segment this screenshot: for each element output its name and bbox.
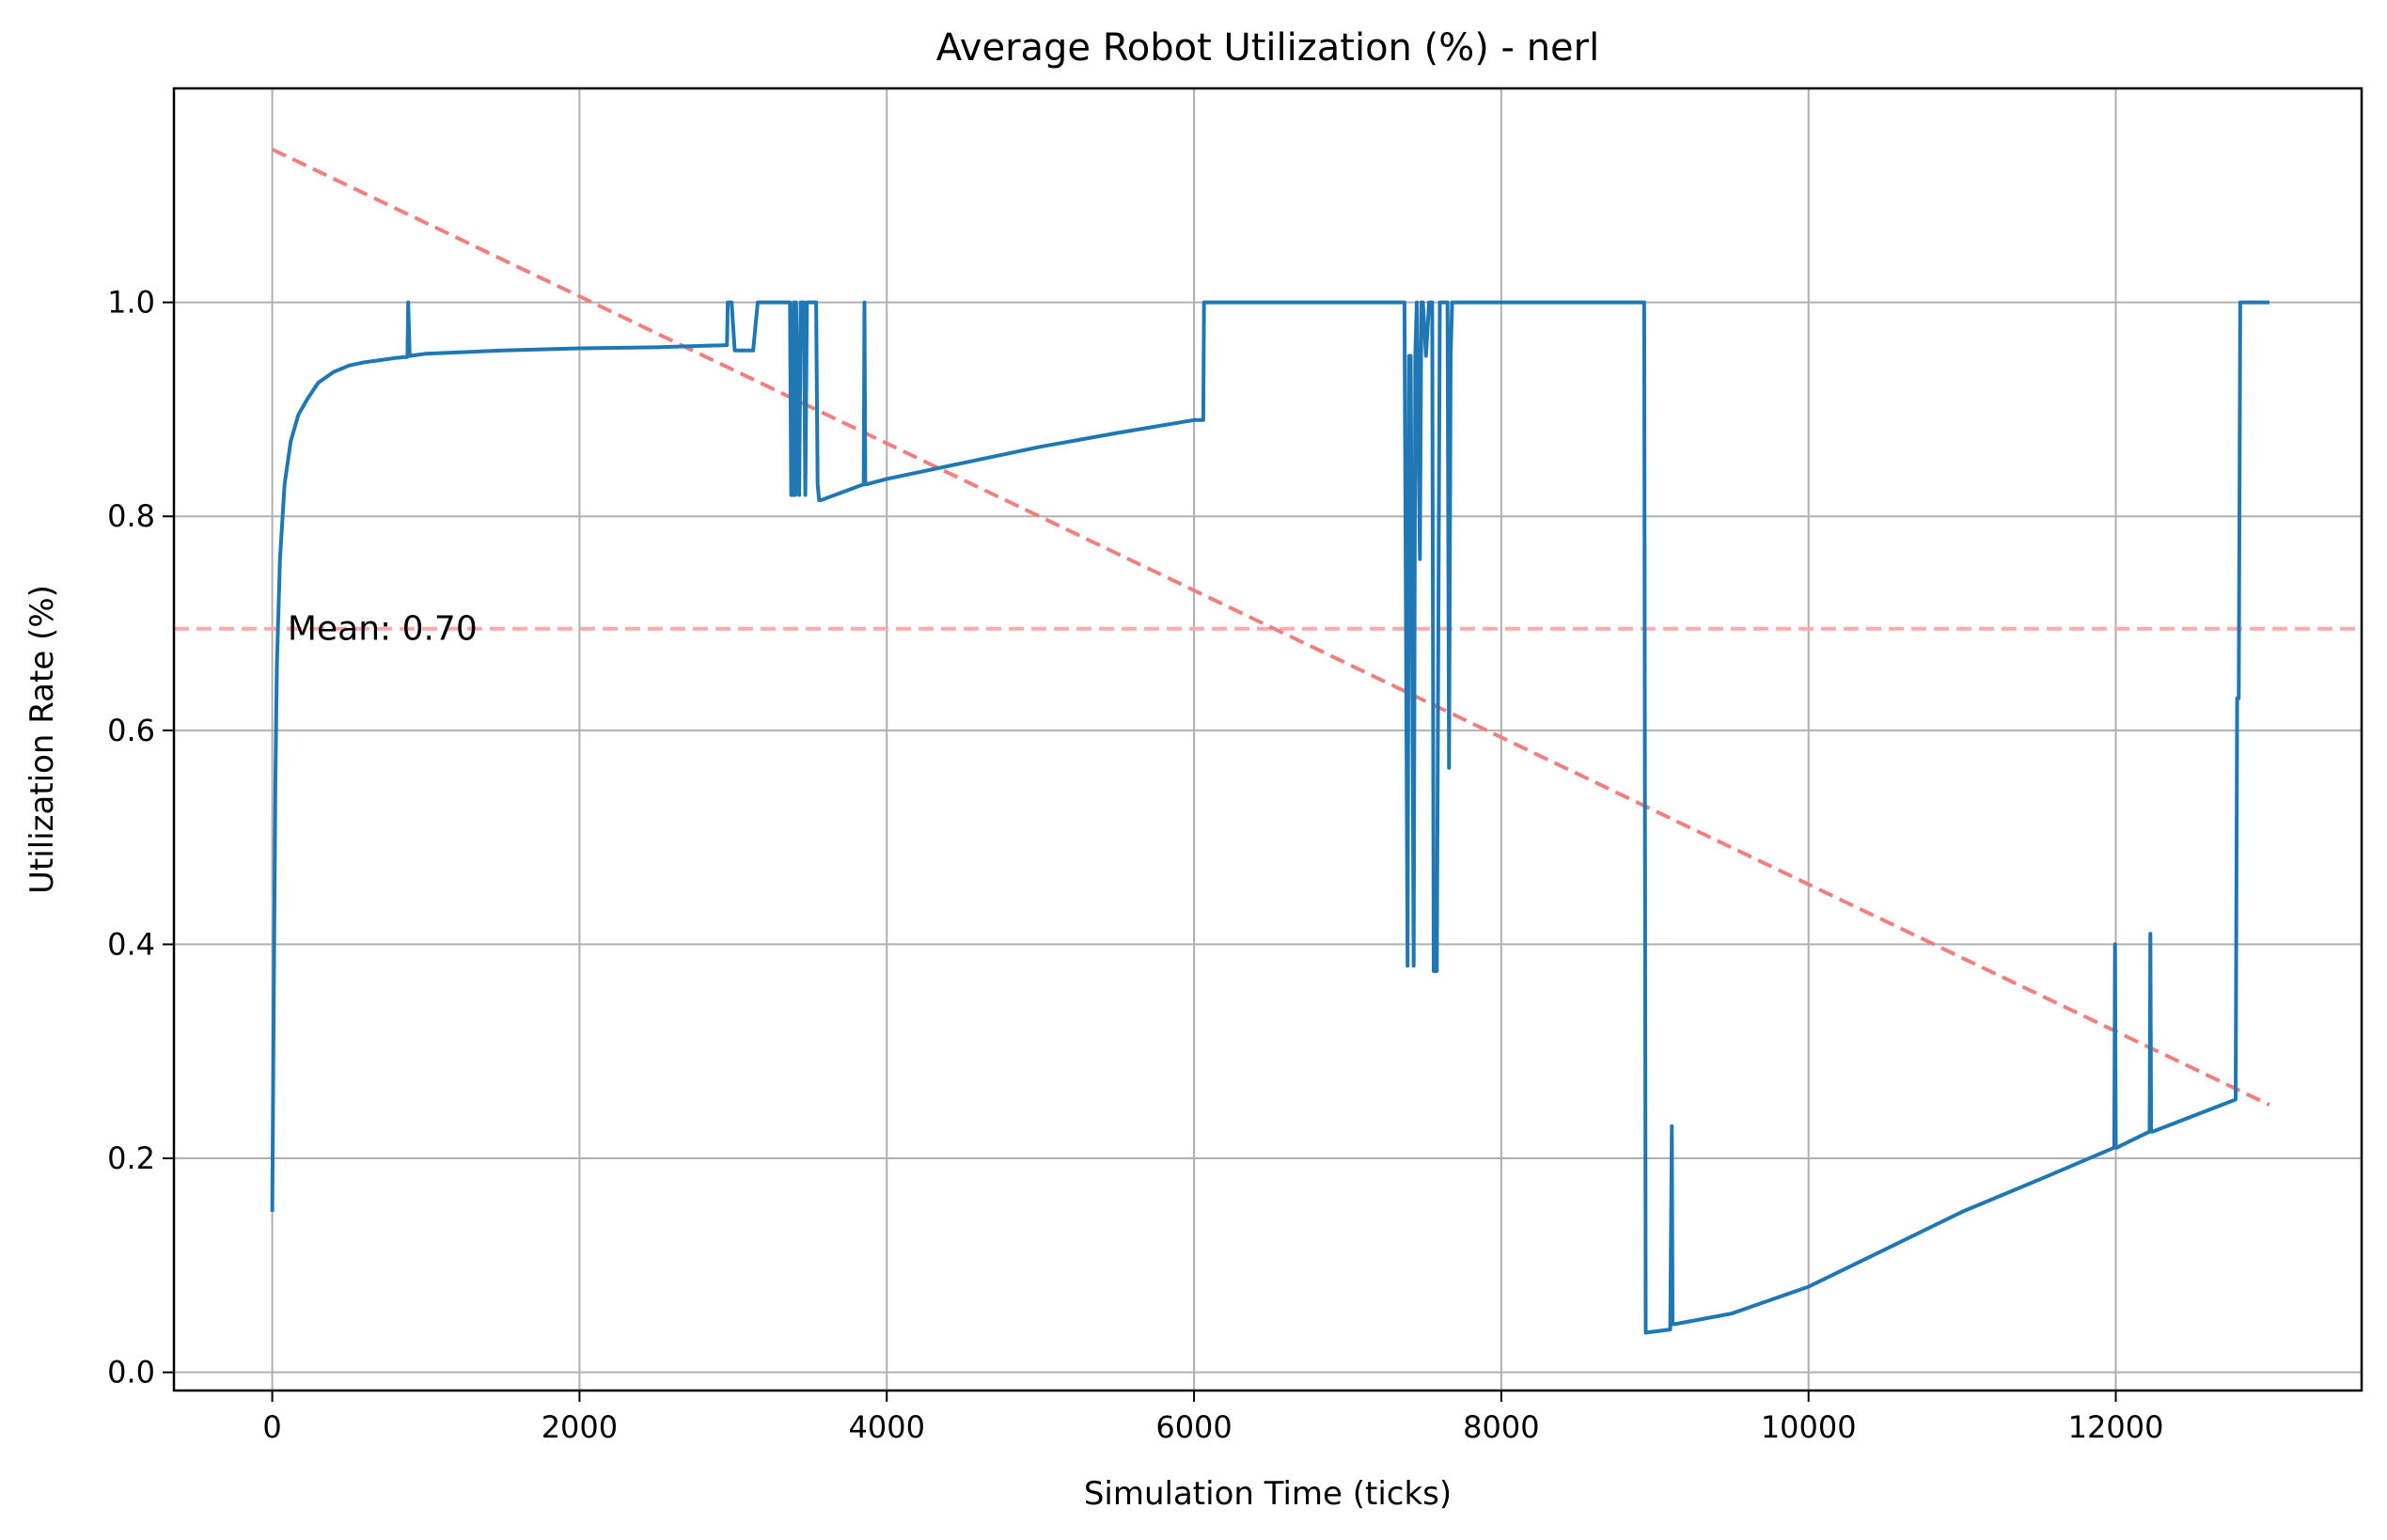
x-tick-label-6: 12000 — [2068, 1409, 2164, 1445]
x-axis-label: Simulation Time (ticks) — [1084, 1475, 1452, 1513]
y-tick-label-0: 0.0 — [107, 1355, 155, 1391]
x-tick-label-4: 8000 — [1463, 1409, 1539, 1445]
grid — [174, 88, 2362, 1391]
y-tick-label-2: 0.4 — [107, 926, 155, 962]
x-tick-label-1: 2000 — [542, 1409, 618, 1445]
series-line-0 — [270, 300, 2269, 1335]
trend-line — [271, 148, 2270, 1107]
y-axis-label: Utilization Rate (%) — [24, 585, 61, 894]
y-tick-label-1: 0.2 — [107, 1140, 155, 1176]
x-tick-label-3: 6000 — [1155, 1409, 1232, 1445]
plot-frame — [172, 86, 2363, 1392]
series-layer — [174, 148, 2362, 1335]
y-axis-ticks: 0.0 0.2 0.4 0.6 0.8 1.0 — [107, 285, 174, 1391]
y-tick-label-5: 1.0 — [107, 285, 155, 321]
mean-annotation: Mean: 0.70 — [288, 610, 478, 649]
chart-title: Average Robot Utilization (%) - nerl — [936, 26, 1599, 70]
y-tick-label-4: 0.8 — [107, 498, 155, 534]
x-tick-label-2: 4000 — [849, 1409, 925, 1445]
x-tick-label-0: 0 — [262, 1409, 281, 1445]
x-tick-label-5: 10000 — [1761, 1409, 1857, 1445]
x-axis-ticks: 0 2000 4000 6000 8000 10000 12000 — [262, 1391, 2163, 1445]
y-tick-label-3: 0.6 — [107, 713, 155, 748]
